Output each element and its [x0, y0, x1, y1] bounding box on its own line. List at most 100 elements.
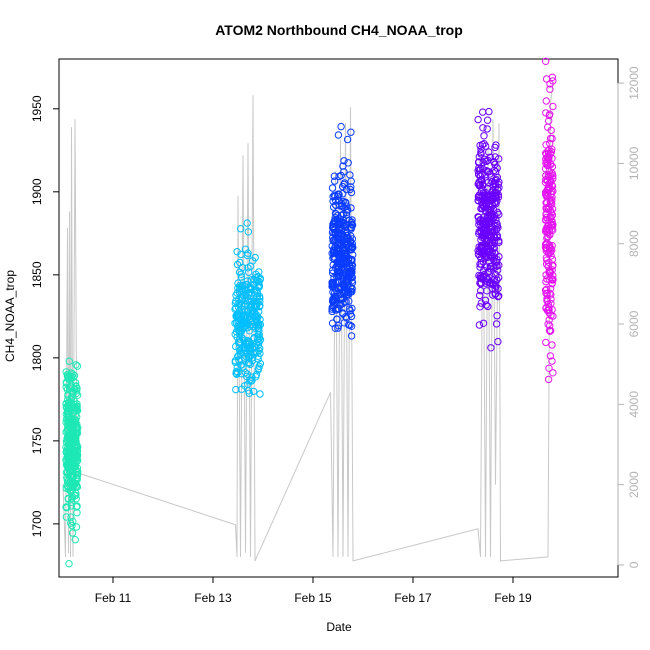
data-point	[67, 502, 75, 510]
data-point	[482, 177, 490, 185]
data-point	[73, 387, 81, 395]
data-point	[485, 245, 493, 253]
data-point	[484, 178, 493, 187]
data-point	[64, 410, 72, 418]
data-point	[69, 370, 77, 378]
data-point	[328, 279, 336, 288]
data-point	[493, 185, 502, 194]
data-point	[330, 289, 339, 297]
data-point	[475, 213, 483, 222]
data-point	[547, 295, 555, 303]
data-point	[340, 168, 348, 176]
data-point	[492, 320, 501, 328]
data-point	[71, 446, 79, 455]
data-point	[347, 128, 355, 136]
data-point	[344, 290, 353, 299]
data-point	[495, 184, 503, 192]
data-point	[348, 235, 356, 243]
data-point	[483, 116, 492, 124]
data-point	[492, 282, 500, 291]
data-point	[331, 214, 339, 222]
data-point	[486, 265, 495, 273]
data-point	[475, 227, 483, 236]
y2-tick-label: 10000	[627, 146, 641, 180]
data-point	[544, 221, 552, 230]
x-tick-label: Feb 15	[294, 591, 332, 605]
data-point	[247, 310, 256, 318]
data-point	[72, 389, 81, 398]
data-point	[237, 270, 245, 278]
data-point	[544, 262, 552, 271]
data-point	[256, 390, 264, 398]
data-point	[64, 372, 73, 381]
data-point	[490, 179, 498, 188]
data-point	[254, 366, 262, 374]
data-point	[331, 192, 339, 201]
data-point	[479, 124, 487, 132]
data-point	[337, 226, 345, 234]
data-point	[492, 175, 500, 184]
data-point	[347, 332, 356, 340]
data-point	[62, 513, 71, 521]
data-point	[546, 267, 554, 275]
data-point	[255, 346, 263, 355]
data-point	[336, 252, 344, 261]
data-point	[233, 310, 242, 318]
data-point	[479, 196, 487, 204]
data-point	[542, 241, 550, 249]
data-point	[475, 182, 483, 190]
data-point-outlier	[65, 560, 73, 568]
y2-tick-label: 2000	[627, 471, 641, 498]
data-point	[545, 305, 553, 314]
data-point	[67, 513, 75, 521]
data-point	[328, 249, 336, 257]
data-point	[546, 197, 554, 206]
data-point	[481, 247, 489, 255]
data-point	[242, 372, 251, 380]
data-point	[546, 352, 555, 360]
data-point	[546, 248, 555, 257]
data-point	[339, 216, 347, 224]
data-point	[246, 297, 254, 306]
data-point	[242, 344, 250, 352]
data-point	[71, 442, 79, 450]
data-point	[336, 294, 344, 302]
data-point	[331, 196, 340, 205]
data-point	[485, 200, 493, 208]
data-point	[474, 192, 483, 201]
y-tick-label: 1800	[30, 344, 44, 371]
data-point	[479, 108, 487, 116]
data-point	[341, 298, 349, 306]
data-point	[545, 167, 553, 175]
data-point	[542, 57, 550, 65]
data-point	[476, 263, 484, 271]
data-point	[250, 322, 258, 330]
data-point	[232, 385, 240, 394]
data-point	[548, 211, 557, 219]
data-point	[339, 260, 347, 269]
data-point	[546, 80, 554, 88]
plot-area: Feb 11 Feb 13 Feb 15 Feb 17 Feb 19 1700 1750 18…	[30, 57, 641, 605]
data-point	[549, 102, 557, 111]
data-point	[65, 375, 73, 384]
data-point	[476, 291, 484, 300]
data-point	[546, 85, 554, 93]
data-point	[244, 228, 253, 236]
data-point	[248, 373, 256, 381]
data-point	[63, 425, 72, 433]
data-point	[490, 158, 498, 167]
data-point	[484, 302, 492, 311]
data-point	[62, 383, 70, 391]
data-point	[493, 231, 501, 240]
data-point	[348, 284, 356, 292]
data-point	[72, 451, 80, 459]
data-point	[474, 197, 482, 205]
y2-tick-label: 4000	[627, 391, 641, 418]
data-point	[545, 117, 553, 125]
data-point	[481, 206, 489, 214]
data-point	[328, 307, 336, 316]
data-point	[479, 258, 487, 266]
data-point	[244, 338, 253, 346]
series-3	[328, 122, 357, 340]
data-point	[548, 341, 556, 349]
